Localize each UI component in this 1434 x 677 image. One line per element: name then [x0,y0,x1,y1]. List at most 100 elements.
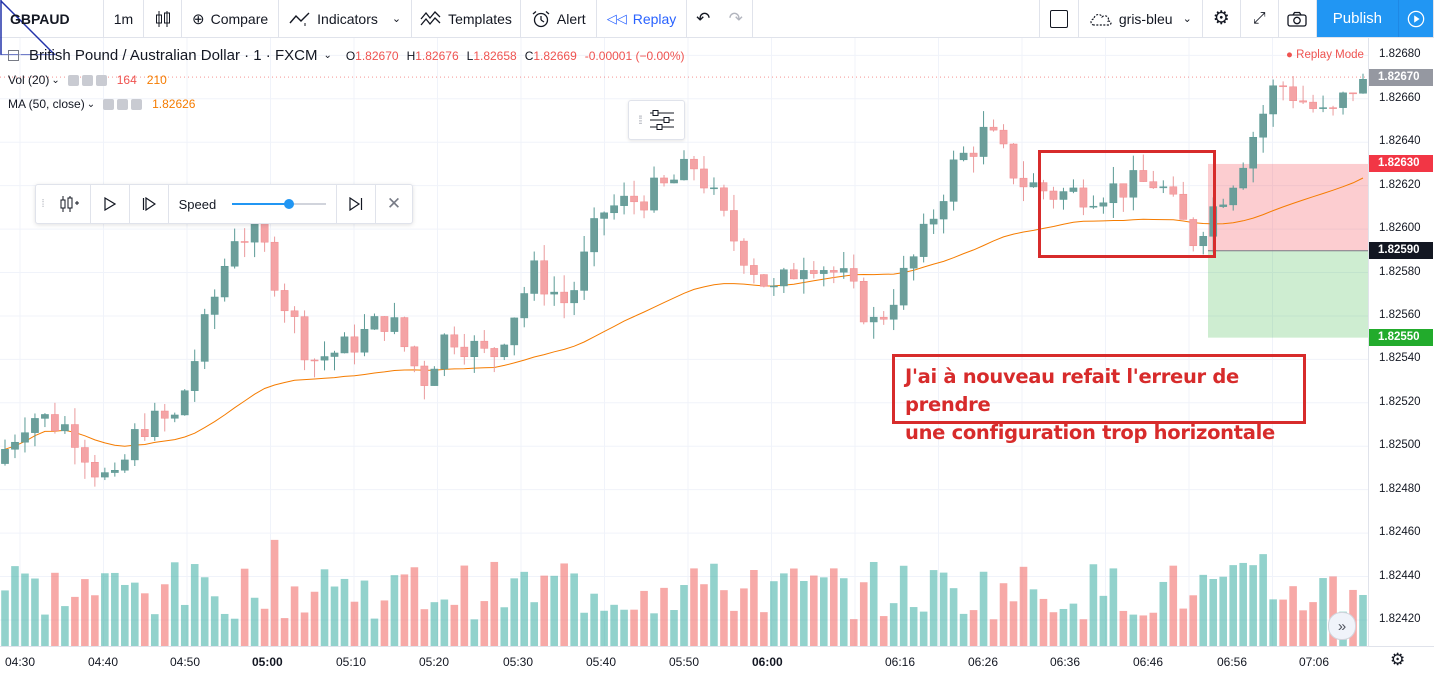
time-tick-label: 06:46 [1133,655,1164,669]
symbol-search[interactable]: GBPAUD [0,0,104,56]
drag-handle-icon[interactable]: ⁞ [41,198,45,210]
candle-body [370,316,379,330]
candle-body [560,291,569,304]
eye-icon[interactable] [67,74,79,86]
select-bar-button[interactable] [50,185,91,223]
volume-bar [350,601,359,646]
alert-button[interactable]: Alert [521,0,597,37]
settings-button[interactable]: ⚙ [1203,0,1241,37]
series-legend: British Pound / Australian Dollar · 1 · … [8,47,685,64]
candle-body [949,159,958,202]
candle-body [1009,143,1018,179]
volume-bar [760,612,768,646]
candle-body [240,241,249,243]
candle-body [1029,182,1038,188]
layout-button[interactable] [1038,0,1079,37]
volume-bar [720,590,728,646]
replay-button[interactable]: ◁◁ Replay [597,0,688,37]
cloud-icon [1090,13,1112,26]
volume-bar [460,565,469,646]
templates-button[interactable]: Templates [412,0,521,37]
gear-icon[interactable] [81,74,93,86]
volume-bar [410,567,419,646]
gear-icon[interactable] [117,98,129,110]
volume-bar [1169,565,1178,646]
volume-label[interactable]: Vol (20) [8,73,50,87]
publish-button[interactable]: Publish [1316,0,1398,37]
time-tick-label: 05:10 [336,655,367,669]
candle-body [500,344,509,358]
candle-body [530,260,539,294]
price-axis[interactable]: 1.82680 1.82660 1.82640 1.82620 1.82600 1.825… [1368,38,1434,646]
price-tick-label: 1.82620 [1379,178,1421,191]
close-icon[interactable] [131,98,143,110]
volume-bar [310,591,319,646]
volume-bar [790,568,798,646]
chart-style-button[interactable] [144,0,182,37]
close-replay-button[interactable]: ✕ [376,185,412,223]
time-axis[interactable]: ⚙ 04:30 04:40 04:50 05:00 05:10 05:20 05:30 05:… [0,646,1434,677]
jump-to-realtime-button[interactable] [337,185,377,223]
candle-body [1229,187,1238,206]
theme-selector[interactable]: gris-bleu ⌄ [1079,0,1203,37]
time-tick-label: 05:50 [669,655,700,669]
volume-bar [1279,599,1287,646]
volume-bar [1199,574,1208,646]
replay-mode-label: Replay Mode [1296,49,1364,61]
fullscreen-button[interactable]: ⤢ [1241,0,1279,37]
collapse-icon[interactable] [8,50,19,61]
speed-label: Speed [178,196,217,212]
step-forward-button[interactable] [130,185,169,223]
redo-button[interactable]: ↷ [719,0,754,37]
candle-body [270,241,279,291]
chevron-down-icon[interactable]: ⌄ [86,98,96,110]
play-icon [104,197,116,211]
chevron-down-icon[interactable]: ⌄ [51,74,60,86]
ma-label[interactable]: MA (50, close) [8,97,85,111]
eye-icon[interactable] [103,98,115,110]
drag-handle-icon[interactable]: ⁞⁞ [638,113,642,127]
double-chevron-right-icon: » [1337,617,1347,635]
time-tick-label: 06:56 [1217,655,1248,669]
close-icon[interactable] [95,74,107,86]
candle-body [1339,92,1347,108]
volume-bar [929,570,938,646]
candle-body [780,269,788,287]
volume-bar [640,590,648,646]
volume-bar [1029,589,1038,646]
volume-bar [800,581,808,646]
chevron-down-icon[interactable]: ⌄ [323,50,332,61]
object-tree-widget[interactable]: ⁞⁞ [628,100,685,140]
play-replay-button[interactable] [91,185,130,223]
volume-bar [1269,599,1277,646]
volume-bar [540,575,548,646]
volume-bar [750,570,758,646]
play-button[interactable] [1398,0,1434,37]
scroll-to-realtime-button[interactable]: » [1328,612,1356,640]
indicators-button[interactable]: Indicators ⌄ [279,0,413,37]
volume-bar [330,586,339,646]
publish-label: Publish [1332,10,1382,27]
volume-bar [1019,566,1028,646]
volume-bar [1309,602,1317,646]
undo-button[interactable]: ↶ [687,0,719,37]
time-tick-label: 06:26 [968,655,999,669]
candle-body [660,177,668,184]
speed-slider-track[interactable] [232,199,327,209]
volume-bar [180,604,189,646]
volume-bar [999,583,1008,646]
compare-button[interactable]: ⊕ Compare [182,0,280,37]
speed-slider[interactable] [226,185,338,223]
speed-slider-handle[interactable] [283,199,294,209]
snapshot-button[interactable] [1279,0,1317,37]
price-chart[interactable] [0,38,1368,646]
chart-settings-gear-icon[interactable]: ⚙ [1390,650,1406,669]
volume-bar [550,575,558,646]
dot-icon: ● [1286,49,1297,61]
candle-body [1,449,9,464]
volume-bar [31,578,39,646]
interval-button[interactable]: 1m [104,0,144,37]
volume-bar [1139,615,1148,646]
candle-body [570,290,579,304]
candle-body [540,260,549,295]
